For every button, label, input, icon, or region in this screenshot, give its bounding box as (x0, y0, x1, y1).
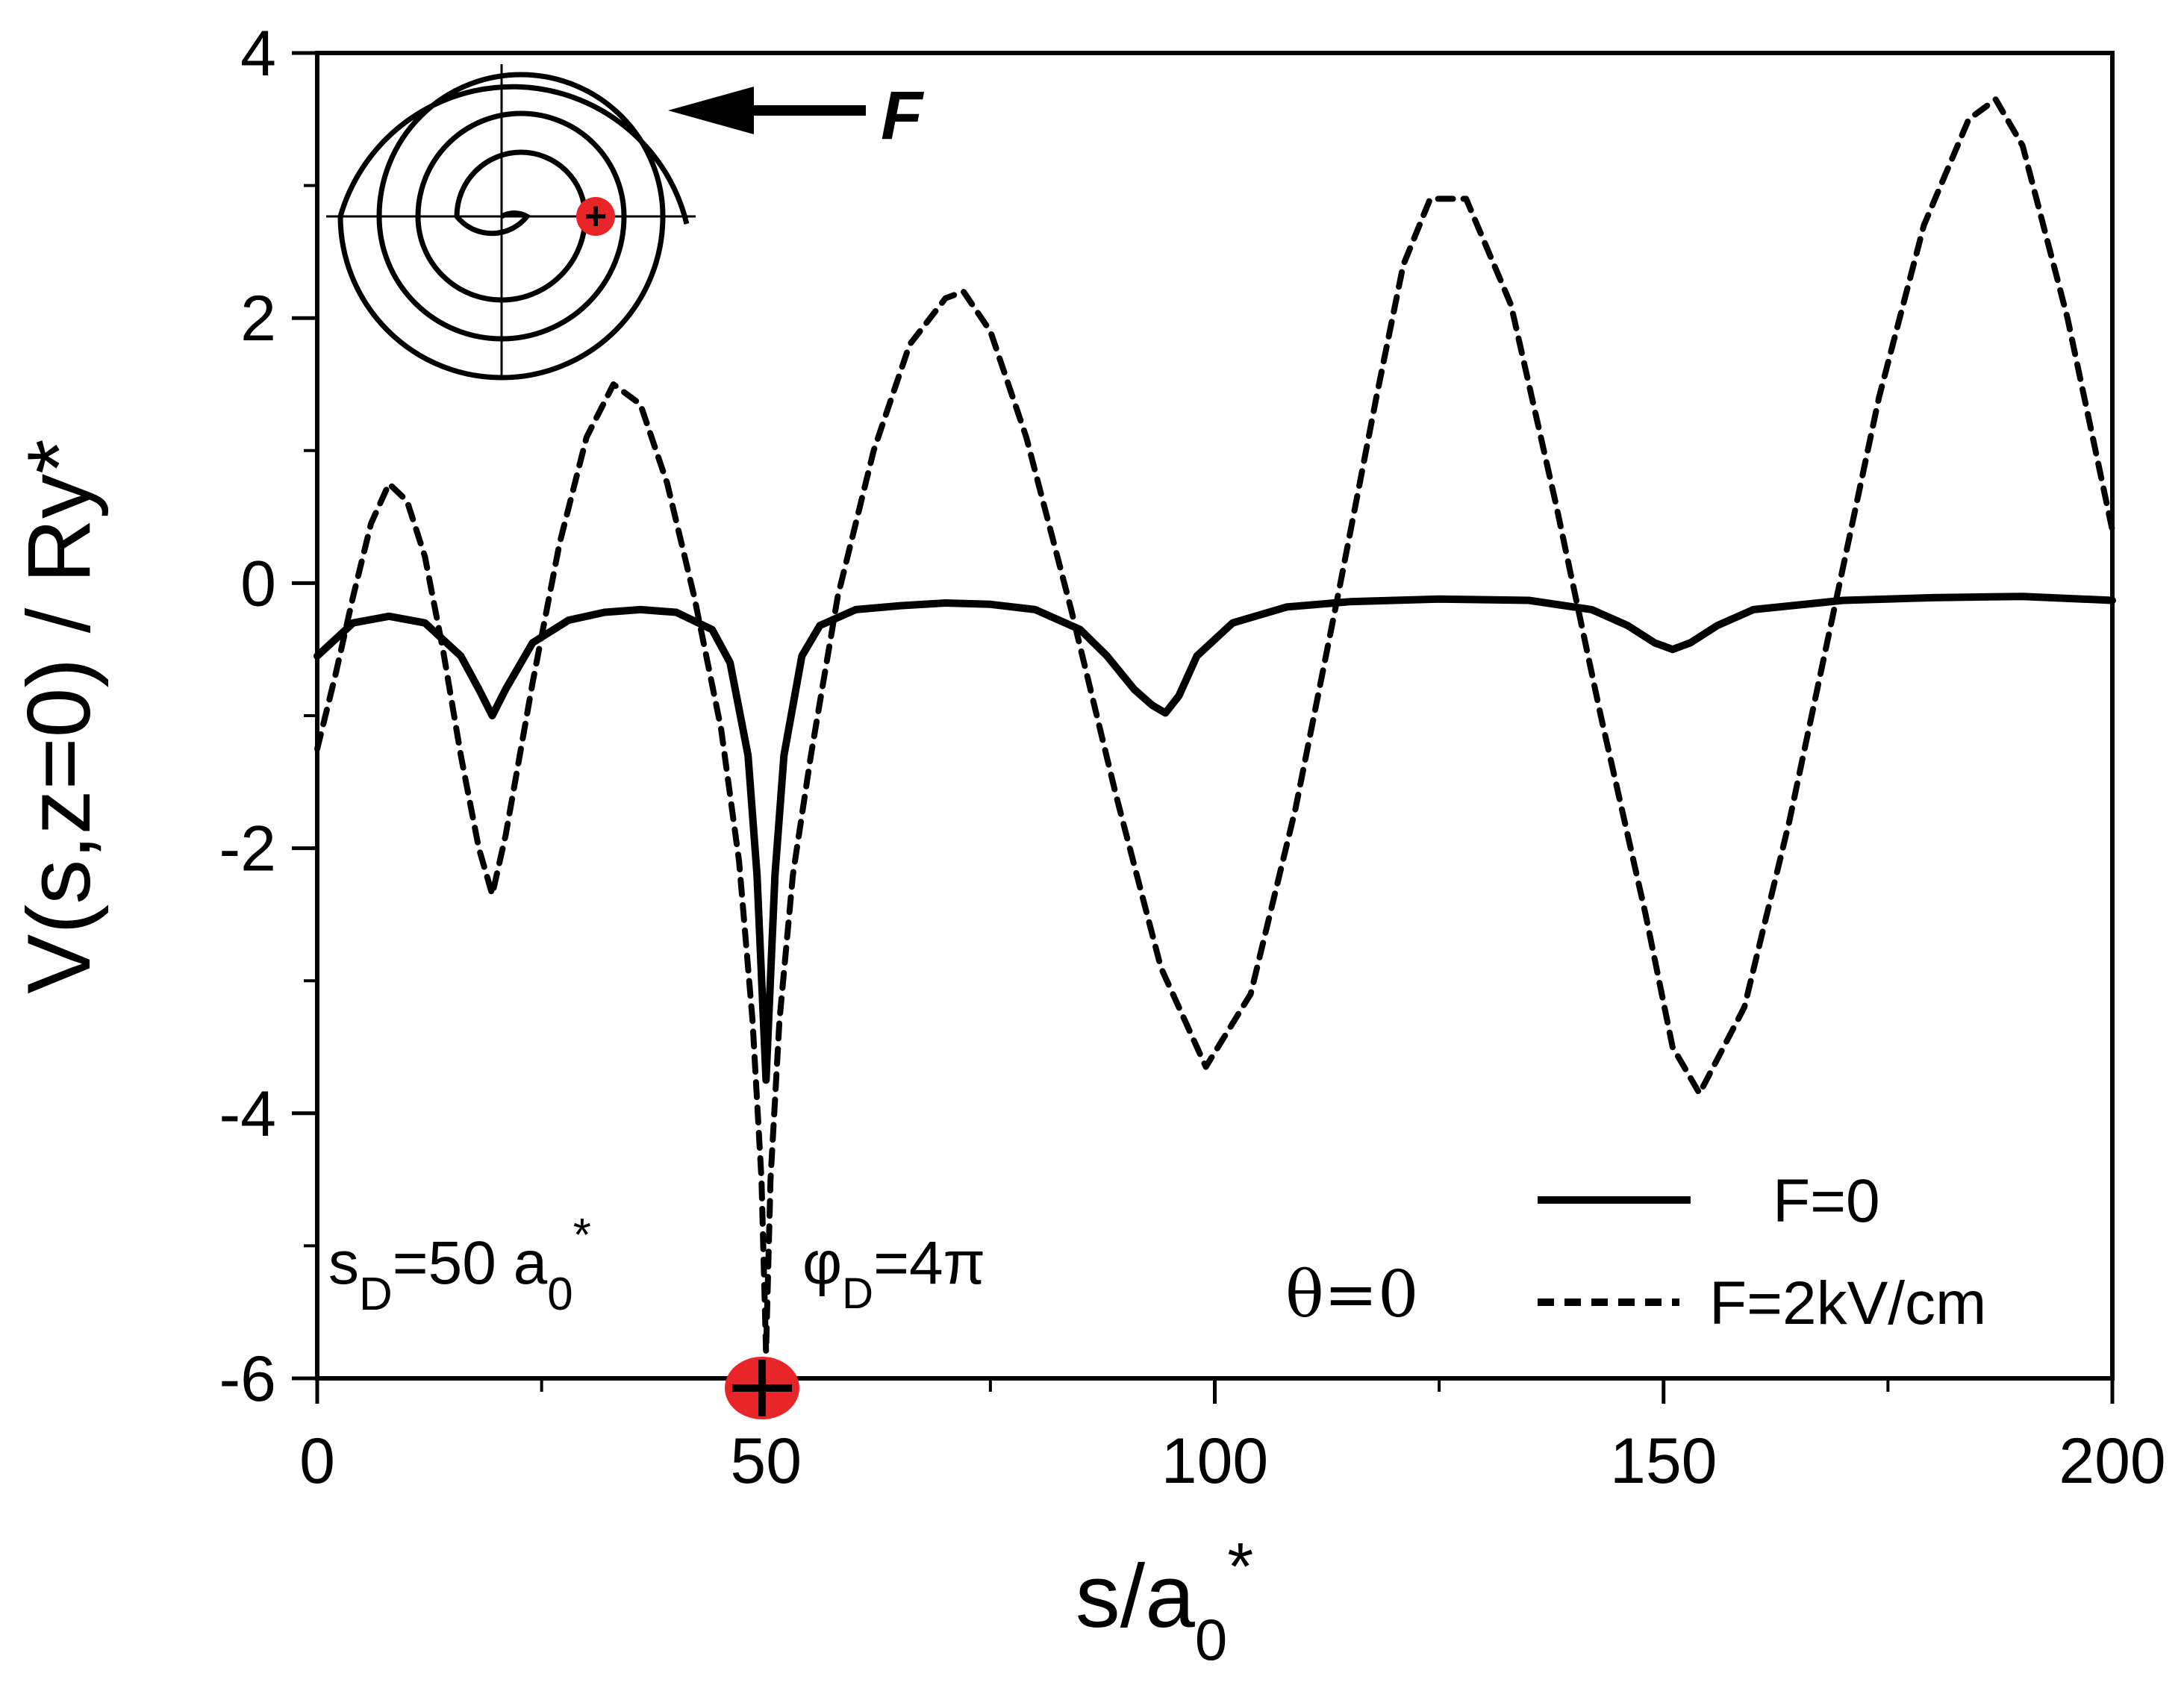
x-axis: 0 50 100 150 200 (299, 1378, 2166, 1497)
x-tick-label-2: 100 (1161, 1425, 1269, 1497)
x-tick-label-0: 0 (299, 1425, 335, 1497)
x-axis-title: s/a0* (1076, 1530, 1254, 1672)
phi-annotation: φD=4π (802, 1229, 985, 1318)
x-tick-label-1: 50 (730, 1425, 802, 1497)
legend-label-1: F=2kV/cm (1709, 1269, 1986, 1337)
y-tick-label-4: 2 (240, 283, 276, 354)
series-layer (313, 96, 2116, 1355)
x-tick-label-3: 150 (1610, 1425, 1717, 1497)
y-axis: -6 -4 -2 0 2 4 (219, 18, 317, 1415)
y-tick-label-5: 4 (240, 18, 276, 90)
legend: F=0 F=2kV/cm (1538, 1167, 1986, 1337)
y-tick-label-3: 0 (240, 548, 276, 619)
theta-annotation: θ=0 (1285, 1257, 1419, 1332)
field-arrow (668, 87, 866, 134)
charge-marker-inset (576, 197, 615, 236)
x-tick-label-4: 200 (2059, 1425, 2166, 1497)
spiral-inset: + (326, 64, 696, 381)
field-label: F (881, 78, 925, 154)
y-tick-label-2: -2 (219, 813, 276, 885)
spiral-curve (337, 72, 690, 381)
arrow-head-icon (668, 87, 754, 134)
legend-label-0: F=0 (1773, 1167, 1880, 1235)
sd-annotation: sD=50 a0* (328, 1210, 591, 1320)
y-tick-label-0: -6 (219, 1343, 276, 1415)
charge-plus-inset: + (584, 195, 607, 238)
series-line-0 (313, 593, 2116, 1084)
y-axis-title: V(s,z=0) / Ry* (9, 439, 109, 994)
series-line-1 (314, 96, 2115, 1355)
y-tick-label-1: -4 (219, 1078, 276, 1150)
charge-marker-axis (725, 1357, 799, 1419)
